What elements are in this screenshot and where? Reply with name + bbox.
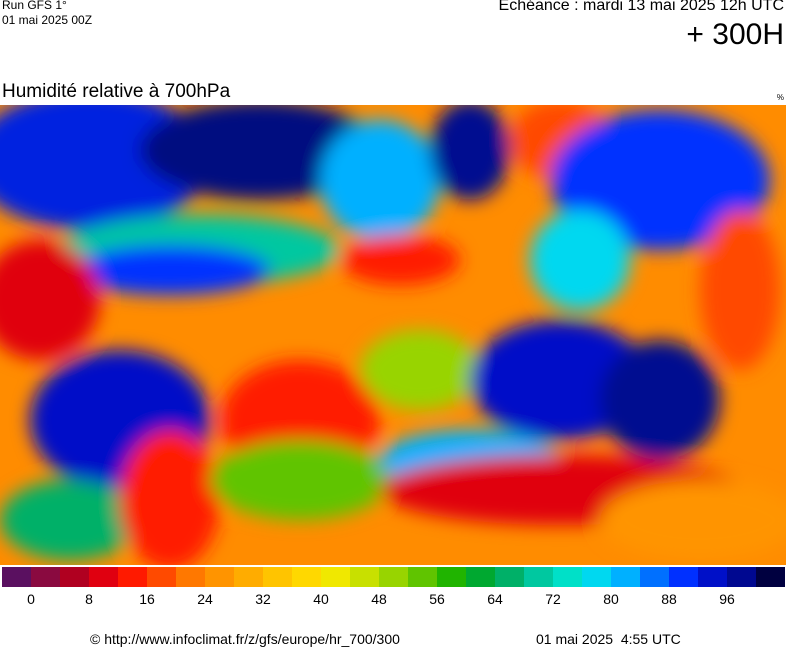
colorbar-label: 88 (661, 591, 677, 607)
colorbar: 0 8 16 24 32 40 48 56 64 72 80 88 96 (2, 567, 785, 607)
colorbar-box (176, 567, 205, 587)
colorbar-box (31, 567, 60, 587)
colorbar-box (640, 567, 669, 587)
colorbar-box (698, 567, 727, 587)
lead-time: + 300H (686, 18, 784, 51)
colorbar-box (321, 567, 350, 587)
unit: % (776, 93, 784, 102)
colorbar-box (2, 567, 31, 587)
valid-time: Echéance : mardi 13 mai 2025 12h UTC (498, 0, 784, 14)
colorbar-box (350, 567, 379, 587)
colorbar-box (60, 567, 89, 587)
run-date: 01 mai 2025 00Z (2, 13, 93, 27)
colorbar-box (205, 567, 234, 587)
colorbar-label: 56 (429, 591, 445, 607)
colorbar-box (437, 567, 466, 587)
colorbar-box (263, 567, 292, 587)
colorbar-box (524, 567, 553, 587)
colorbar-label: 64 (487, 591, 503, 607)
colorbar-label: 8 (85, 591, 93, 607)
colorbar-label: 32 (255, 591, 271, 607)
colorbar-label: 72 (545, 591, 561, 607)
colorbar-box (669, 567, 698, 587)
colorbar-box (553, 567, 582, 587)
colorbar-box (147, 567, 176, 587)
colorbar-box (234, 567, 263, 587)
colorbar-box (727, 567, 756, 587)
colorbar-label: 96 (719, 591, 735, 607)
generated-time: 01 mai 2025 4:55 UTC (536, 631, 681, 647)
source-credit: © http://www.infoclimat.fr/z/gfs/europe/… (90, 631, 400, 647)
colorbar-label: 16 (139, 591, 155, 607)
run-label: Run GFS 1° (2, 0, 67, 12)
colorbar-box (379, 567, 408, 587)
colorbar-box (89, 567, 118, 587)
colorbar-label: 0 (27, 591, 35, 607)
map-title: Humidité relative à 700hPa (2, 81, 231, 102)
colorbar-box (118, 567, 147, 587)
colorbar-box (292, 567, 321, 587)
colorbar-label: 40 (313, 591, 329, 607)
colorbar-box (756, 567, 785, 587)
colorbar-box (466, 567, 495, 587)
colorbar-label: 24 (197, 591, 213, 607)
humidity-field (0, 105, 786, 565)
colorbar-box (495, 567, 524, 587)
colorbar-label: 80 (603, 591, 619, 607)
colorbar-box (611, 567, 640, 587)
colorbar-label: 48 (371, 591, 387, 607)
colorbar-box (582, 567, 611, 587)
colorbar-box (408, 567, 437, 587)
